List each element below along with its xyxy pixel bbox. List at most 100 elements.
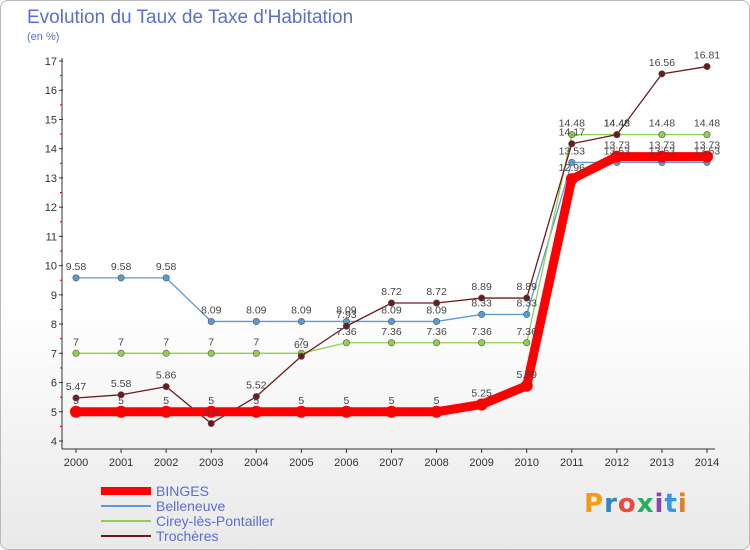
data-point	[160, 405, 173, 418]
legend-label: Trochères	[156, 528, 219, 544]
y-tick-label: 4	[51, 436, 57, 448]
data-label: 5.89	[516, 369, 537, 381]
data-label: 14.48	[604, 118, 630, 130]
data-label: 7.36	[336, 326, 357, 338]
x-tick-label: 2001	[109, 457, 133, 469]
y-tick-label: 6	[51, 378, 57, 390]
data-label: 8.89	[471, 281, 492, 293]
y-tick-label: 13	[45, 173, 57, 185]
data-point	[478, 294, 486, 302]
legend-item: Cirey-lès-Pontailler	[101, 513, 401, 529]
data-point	[523, 294, 531, 302]
logo-letter: i	[677, 489, 688, 519]
y-tick-label: 12	[45, 202, 57, 214]
data-point	[72, 274, 80, 282]
data-point	[117, 391, 125, 399]
data-label: 14.48	[559, 118, 585, 130]
data-label: 5	[163, 395, 169, 407]
data-point	[433, 317, 441, 325]
data-label: 8.89	[516, 281, 537, 293]
data-label: 7.36	[426, 326, 447, 338]
data-label: 9.58	[111, 261, 132, 273]
data-point	[342, 339, 350, 347]
legend-item: Trochères	[101, 528, 401, 544]
data-point	[72, 349, 80, 357]
data-label: 13.53	[694, 145, 720, 157]
data-label: 12.96	[559, 162, 585, 174]
y-tick-label: 14	[45, 144, 57, 156]
data-label: 5.86	[156, 370, 177, 382]
data-label: 5.47	[66, 381, 87, 393]
logo-letter: o	[617, 489, 637, 519]
data-point	[250, 405, 263, 418]
data-point	[520, 379, 533, 392]
data-label: 5.58	[111, 378, 132, 390]
data-label: 14.48	[694, 118, 720, 130]
data-label: 5.52	[246, 380, 267, 392]
data-label: 13.73	[694, 140, 720, 152]
data-point	[387, 299, 395, 307]
data-label: 8.09	[381, 304, 402, 316]
data-label: 13.53	[559, 145, 585, 157]
legend-swatch	[101, 520, 151, 522]
data-label: 14.48	[649, 118, 675, 130]
data-label: 8.72	[381, 286, 402, 298]
chart-subtitle: (en %)	[27, 31, 60, 43]
data-label: 5	[389, 395, 395, 407]
data-point	[478, 310, 486, 318]
data-point	[162, 349, 170, 357]
data-label: 13.53	[649, 145, 675, 157]
data-point	[340, 405, 353, 418]
y-tick-label: 9	[51, 290, 57, 302]
x-tick-label: 2003	[199, 457, 223, 469]
legend: BINGES Belleneuve Cirey-lès-Pontailler T…	[101, 483, 401, 544]
data-point	[117, 349, 125, 357]
logo-letter: i	[654, 489, 665, 519]
data-point	[207, 317, 215, 325]
data-label: 5	[253, 395, 259, 407]
data-label: 8.33	[471, 297, 492, 309]
data-label: 7	[73, 336, 79, 348]
legend-label: Belleneuve	[156, 498, 226, 514]
data-point	[252, 317, 260, 325]
x-tick-label: 2005	[289, 457, 313, 469]
logo-letter: P	[584, 489, 605, 519]
data-point	[72, 394, 80, 402]
data-label: 7	[118, 336, 124, 348]
data-label: 5	[434, 395, 440, 407]
data-point	[70, 405, 82, 418]
data-point	[701, 150, 713, 163]
proxiti-logo: Proxiti	[584, 489, 688, 519]
data-label: 7	[253, 336, 259, 348]
data-point	[523, 339, 531, 347]
data-point	[703, 63, 711, 71]
data-label: 14.17	[559, 127, 585, 139]
data-label: 8.33	[516, 297, 537, 309]
data-label: 8.09	[426, 304, 447, 316]
legend-item: BINGES	[101, 483, 401, 499]
x-tick-label: 2007	[379, 457, 403, 469]
data-label: 16.81	[694, 50, 720, 62]
data-point	[433, 339, 441, 347]
data-label: 7.36	[471, 326, 492, 338]
data-label: 7	[163, 336, 169, 348]
data-label: 8.72	[426, 286, 447, 298]
logo-letter: x	[636, 489, 655, 519]
data-point	[568, 131, 576, 139]
data-point	[568, 140, 576, 148]
data-point	[387, 317, 395, 325]
x-tick-label: 2002	[154, 457, 178, 469]
legend-item: Belleneuve	[101, 498, 401, 514]
data-point	[658, 70, 666, 78]
data-label: 6.9	[294, 339, 309, 351]
x-tick-label: 2008	[424, 457, 448, 469]
data-point	[162, 274, 170, 282]
y-tick-label: 15	[45, 114, 57, 126]
data-point	[568, 158, 576, 166]
data-label: 5	[208, 395, 214, 407]
logo-letter: t	[664, 489, 678, 519]
data-point	[523, 310, 531, 318]
x-tick-label: 2009	[469, 457, 493, 469]
